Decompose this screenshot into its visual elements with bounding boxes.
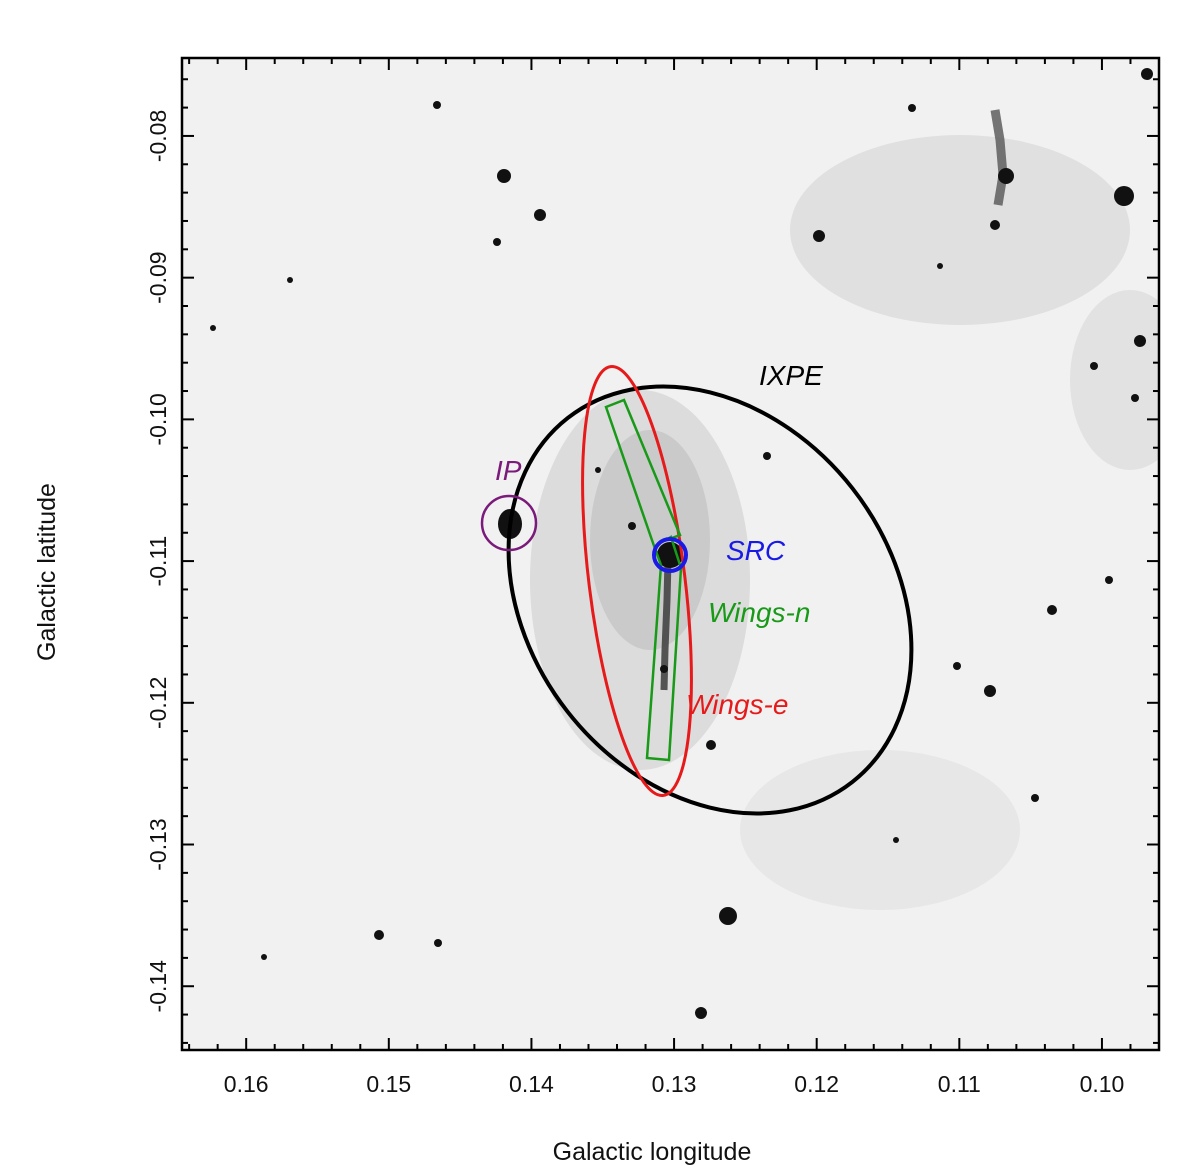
x-axis: 0.16 0.15 0.14 0.13 0.12 0.11 0.10 bbox=[188, 58, 1132, 1097]
wings-e-label: Wings-e bbox=[686, 689, 788, 720]
y-tick-label: -0.08 bbox=[145, 110, 171, 162]
src-label: SRC bbox=[726, 535, 786, 566]
x-tick-label: 0.13 bbox=[652, 1071, 697, 1097]
diffuse-emission-right-edge bbox=[1070, 290, 1159, 470]
ixpe-region bbox=[506, 384, 914, 816]
diffuse-emission-upper-right bbox=[790, 135, 1130, 325]
diffuse-emission-lower-right bbox=[740, 750, 1020, 910]
x-axis-title: Galactic longitude bbox=[553, 1138, 752, 1166]
x-tick-label: 0.15 bbox=[366, 1071, 411, 1097]
src-region bbox=[652, 537, 688, 573]
plot-frame bbox=[180, 56, 1161, 1052]
wings-e-region bbox=[581, 365, 693, 797]
src-source bbox=[657, 542, 683, 568]
y-axis-title: Galactic latitude bbox=[33, 483, 61, 661]
x-tick-label: 0.10 bbox=[1080, 1071, 1125, 1097]
point-sources bbox=[210, 68, 1153, 1019]
filament bbox=[990, 109, 1008, 206]
x-tick-label: 0.16 bbox=[224, 1071, 269, 1097]
regions bbox=[480, 365, 914, 816]
x-tick-label: 0.12 bbox=[794, 1071, 839, 1097]
y-tick-label: -0.09 bbox=[145, 251, 171, 303]
wings-n-label: Wings-n bbox=[708, 597, 810, 628]
y-axis: -0.08 -0.09 -0.10 -0.11 -0.12 -0.13 -0.14 bbox=[145, 78, 1159, 1044]
ixpe-label: IXPE bbox=[759, 360, 823, 391]
y-tick-label: -0.13 bbox=[145, 818, 171, 870]
x-tick-label: 0.11 bbox=[938, 1071, 981, 1097]
y-tick-label: -0.12 bbox=[145, 677, 171, 729]
y-tick-label: -0.11 bbox=[145, 536, 171, 587]
ip-region bbox=[480, 494, 538, 552]
x-tick-label: 0.14 bbox=[509, 1071, 554, 1097]
sky-image bbox=[182, 58, 1159, 1050]
y-tick-label: -0.14 bbox=[145, 960, 171, 1013]
ip-label: IP bbox=[495, 455, 522, 486]
y-tick-label: -0.10 bbox=[145, 393, 171, 445]
